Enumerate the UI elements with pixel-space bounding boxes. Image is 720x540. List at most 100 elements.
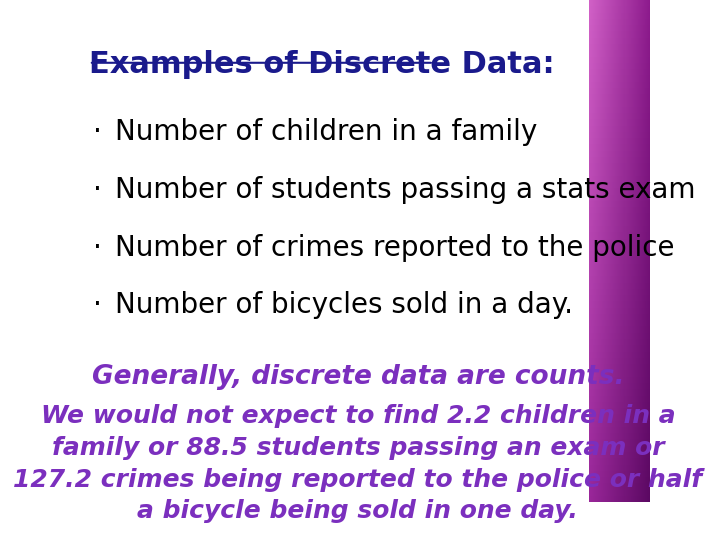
Bar xyxy=(606,276,607,282)
Bar xyxy=(599,471,600,477)
Bar xyxy=(619,483,621,490)
Bar xyxy=(599,358,600,364)
Bar xyxy=(642,458,643,464)
Bar xyxy=(644,88,645,94)
Bar xyxy=(649,163,650,170)
Bar xyxy=(647,188,648,194)
Bar xyxy=(621,226,623,232)
Bar xyxy=(646,207,647,213)
Bar xyxy=(598,245,599,251)
Bar xyxy=(646,163,647,170)
Bar xyxy=(601,213,602,220)
Bar xyxy=(626,477,628,483)
Bar xyxy=(593,276,594,282)
Bar xyxy=(605,314,606,320)
Bar xyxy=(639,226,640,232)
Bar xyxy=(614,301,616,308)
Bar xyxy=(647,44,648,50)
Bar xyxy=(605,477,606,483)
Bar xyxy=(629,427,631,433)
Bar xyxy=(617,19,618,25)
Bar xyxy=(642,57,643,63)
Bar xyxy=(628,119,629,126)
Bar xyxy=(638,496,639,502)
Bar xyxy=(639,446,640,452)
Bar xyxy=(589,458,590,464)
Bar xyxy=(641,57,642,63)
Bar xyxy=(604,282,605,289)
Bar xyxy=(648,314,649,320)
Bar xyxy=(639,433,640,440)
Bar xyxy=(596,207,597,213)
Bar xyxy=(610,50,611,57)
Bar xyxy=(619,12,621,19)
Bar xyxy=(611,188,612,194)
Bar xyxy=(649,471,650,477)
Bar xyxy=(629,82,631,88)
Bar xyxy=(649,282,650,289)
Bar xyxy=(602,220,603,226)
Bar xyxy=(595,132,596,138)
Bar xyxy=(611,69,612,76)
Bar xyxy=(607,383,608,389)
Bar xyxy=(598,132,599,138)
Bar xyxy=(644,496,645,502)
Bar xyxy=(639,220,640,226)
Bar xyxy=(603,57,604,63)
Bar xyxy=(599,327,600,333)
Bar xyxy=(596,251,597,258)
Bar xyxy=(638,258,639,264)
Bar xyxy=(605,452,606,458)
Bar xyxy=(604,76,605,82)
Bar xyxy=(628,452,629,458)
Bar xyxy=(612,151,613,157)
Bar xyxy=(639,471,640,477)
Bar xyxy=(621,452,623,458)
Bar xyxy=(613,12,614,19)
Bar xyxy=(648,176,649,182)
Bar xyxy=(594,38,595,44)
Bar xyxy=(589,151,590,157)
Bar xyxy=(589,289,590,295)
Bar xyxy=(595,433,596,440)
Bar xyxy=(616,138,617,144)
Bar xyxy=(595,308,596,314)
Bar xyxy=(631,194,633,201)
Bar xyxy=(628,188,629,194)
Bar xyxy=(608,408,609,414)
Bar xyxy=(609,395,610,402)
Bar xyxy=(611,408,612,414)
Bar xyxy=(621,182,623,188)
Bar xyxy=(616,314,617,320)
Bar xyxy=(646,452,647,458)
Bar xyxy=(624,151,626,157)
Bar xyxy=(589,301,590,308)
Bar xyxy=(646,464,647,471)
Bar xyxy=(602,345,603,352)
Bar xyxy=(635,188,636,194)
Bar xyxy=(614,402,616,408)
Bar xyxy=(612,320,613,327)
Bar xyxy=(636,452,638,458)
Bar xyxy=(623,446,624,452)
Bar xyxy=(610,264,611,270)
Bar xyxy=(606,427,607,433)
Bar xyxy=(590,458,592,464)
Bar xyxy=(638,282,639,289)
Bar xyxy=(646,126,647,132)
Bar xyxy=(593,50,594,57)
Bar xyxy=(600,464,601,471)
Bar xyxy=(610,408,611,414)
Bar xyxy=(616,113,617,119)
Bar xyxy=(629,50,631,57)
Bar xyxy=(623,94,624,100)
Bar xyxy=(619,282,621,289)
Bar xyxy=(598,25,599,31)
Bar xyxy=(635,358,636,364)
Bar xyxy=(639,370,640,377)
Bar xyxy=(593,258,594,264)
Bar xyxy=(598,213,599,220)
Bar xyxy=(594,264,595,270)
Bar xyxy=(647,232,648,239)
Bar xyxy=(636,258,638,264)
